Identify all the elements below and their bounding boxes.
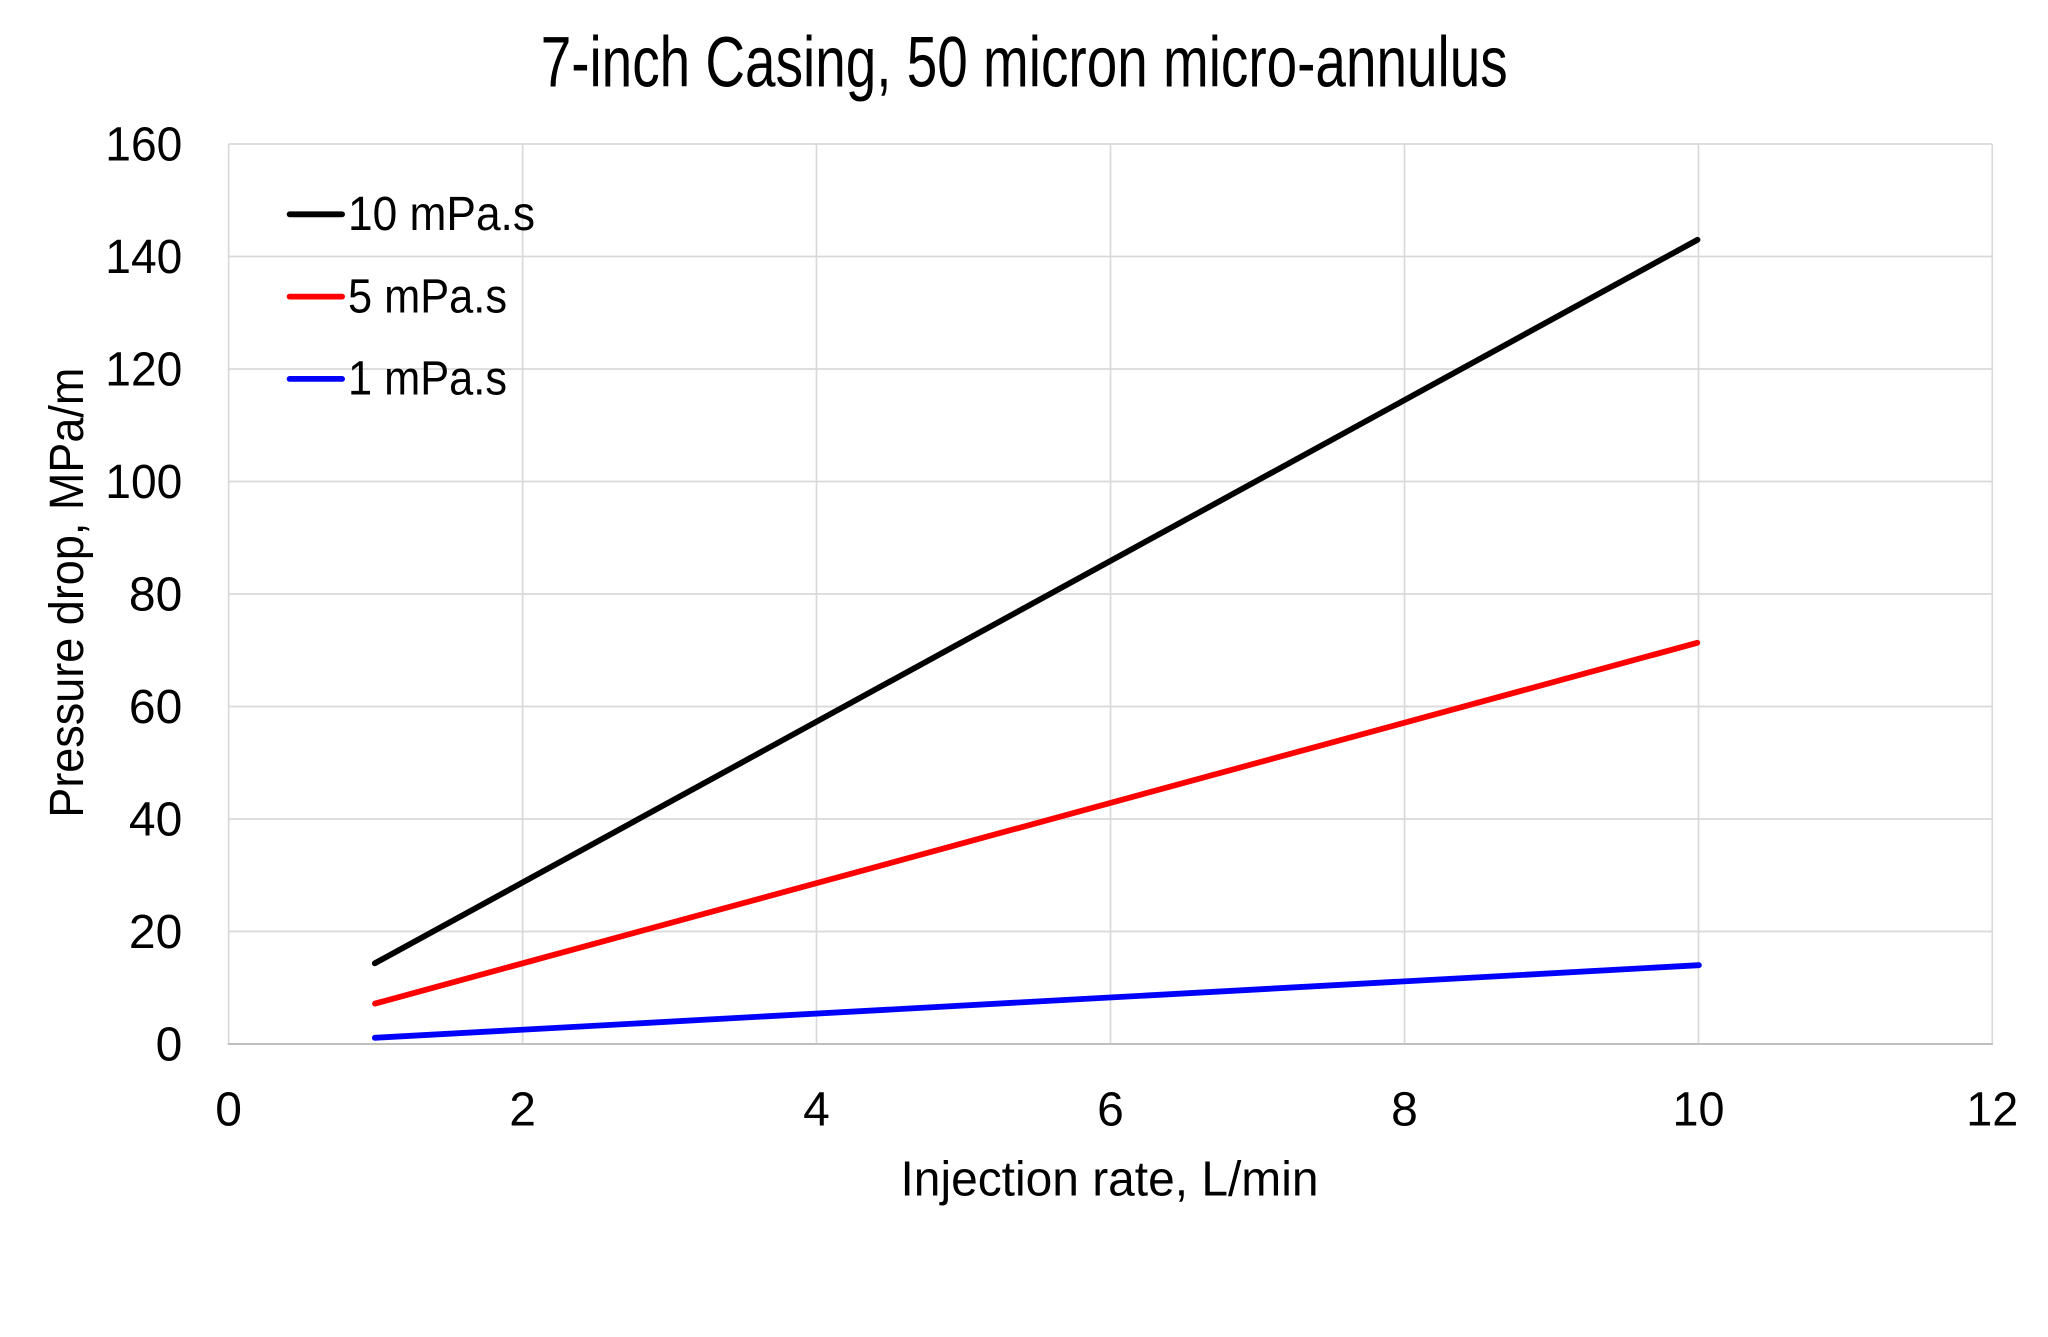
svg-text:7-inch Casing, 50 micron micro: 7-inch Casing, 50 micron micro-annulus <box>541 23 1508 102</box>
svg-text:4: 4 <box>803 1084 830 1137</box>
svg-text:1 mPa.s: 1 mPa.s <box>348 353 507 406</box>
svg-text:120: 120 <box>105 344 182 397</box>
svg-text:20: 20 <box>129 906 182 959</box>
svg-text:0: 0 <box>215 1084 242 1137</box>
svg-text:Pressure drop, MPa/m: Pressure drop, MPa/m <box>41 368 94 818</box>
svg-text:8: 8 <box>1391 1084 1418 1137</box>
svg-text:5 mPa.s: 5 mPa.s <box>348 270 507 323</box>
svg-text:80: 80 <box>129 569 182 622</box>
svg-text:Injection rate, L/min: Injection rate, L/min <box>901 1153 1319 1207</box>
svg-text:10: 10 <box>1673 1084 1725 1137</box>
svg-text:2: 2 <box>509 1084 536 1137</box>
svg-text:0: 0 <box>156 1019 183 1072</box>
svg-text:160: 160 <box>105 119 182 172</box>
svg-text:100: 100 <box>105 456 182 509</box>
svg-text:10 mPa.s: 10 mPa.s <box>348 188 535 241</box>
svg-text:60: 60 <box>129 681 182 734</box>
svg-text:6: 6 <box>1097 1084 1124 1137</box>
svg-text:12: 12 <box>1966 1084 2018 1137</box>
svg-text:40: 40 <box>129 794 182 847</box>
svg-text:140: 140 <box>105 231 182 284</box>
